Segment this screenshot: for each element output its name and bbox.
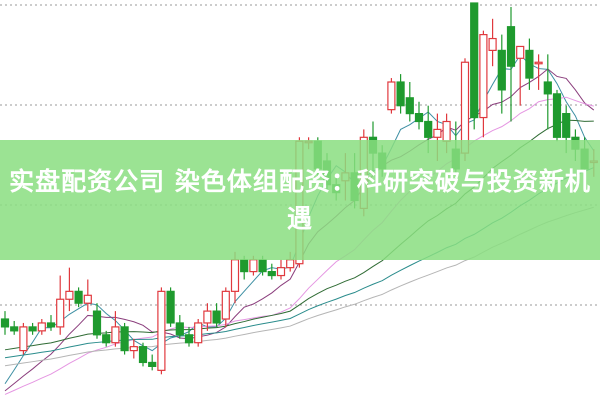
candle-down [148,361,157,368]
candle-down [552,93,562,138]
candle-down [46,322,56,328]
candle-up [488,37,497,51]
candle-up [516,45,525,59]
candle-down [267,271,276,277]
candle-down [166,290,175,324]
candle-down [92,310,102,336]
candle-up [203,310,212,324]
candle-down [497,49,506,91]
candle-up [19,326,28,352]
candle-down [525,49,534,79]
candle-down [120,326,129,352]
candle-up [194,322,203,344]
candle-up [249,259,258,273]
candle-down [102,334,111,344]
candle-up [129,346,138,352]
candle-down [74,290,83,304]
candle-down [258,259,267,273]
candle-down [10,326,19,332]
candle-up [230,259,240,292]
candle-down [405,97,414,115]
candle-down [414,112,424,123]
candle-down [212,310,221,324]
candle-up [83,294,92,304]
candle-up [37,322,46,332]
candle-down [0,318,10,328]
candle-up [221,290,230,320]
candle-down [424,120,433,138]
candle-up [65,290,74,300]
candle-down [470,2,479,119]
article-title: 实盘配资公司 染色体组配资：科研突破与投资新机遇 [9,167,591,233]
candle-down [506,26,516,67]
candle-down [28,326,37,332]
candle-up [534,61,543,65]
title-banner [0,140,600,260]
candle-down [562,112,571,138]
candle-up [56,298,65,328]
candle-up [276,267,286,277]
candle-down [184,334,194,344]
candle-up [387,81,396,111]
moving-average-line [4,96,594,395]
candle-up [433,128,442,138]
candle-up [286,259,295,269]
candle-down [240,259,249,273]
candle-up [157,290,166,371]
candle-down [543,81,552,95]
candle-down [396,81,405,107]
candle-up [479,33,488,119]
candle-down [175,322,184,336]
candle-down [138,346,148,364]
candle-up [442,120,451,142]
candle-up [111,326,120,344]
